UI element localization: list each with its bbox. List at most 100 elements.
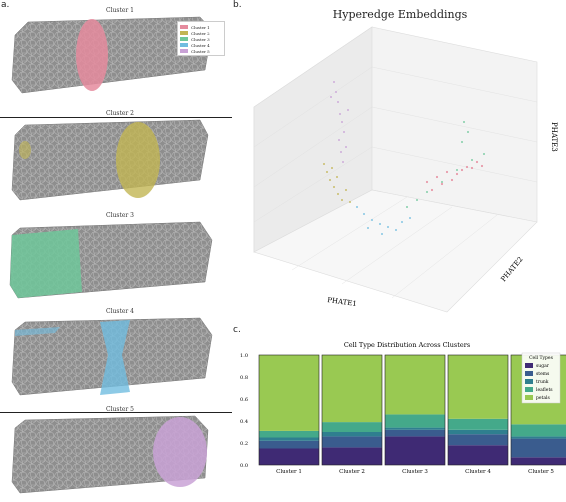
bar-segment-stems <box>511 438 566 458</box>
bar-segment-trunk <box>322 432 382 437</box>
bar-segment-sugar <box>259 448 319 465</box>
embedding-title: Hyperedge Embeddings <box>332 8 468 21</box>
legend-swatch <box>525 379 533 384</box>
cluster-title-3: Cluster 3 <box>105 212 134 219</box>
cluster-legend: Cluster 1 Cluster 2 Cluster 3 Cluster 4 … <box>177 21 225 56</box>
bar-segment-stems <box>448 434 508 446</box>
y-tick-label: 0.8 <box>240 375 248 381</box>
bar-segment-leaflets <box>322 422 382 432</box>
cluster-title-4: Cluster 4 <box>105 308 134 315</box>
legend-item: Cluster 2 <box>180 30 222 36</box>
tissue-panel-1 <box>11 16 213 94</box>
axis-label-phate2: PHATE2 <box>499 255 524 283</box>
legend-item: Cluster 5 <box>180 48 222 54</box>
x-tick-label: Cluster 2 <box>339 469 365 475</box>
legend-swatch <box>180 25 188 29</box>
bar-outline <box>447 354 509 466</box>
bar-segment-petals <box>322 355 382 423</box>
embedding-plot: PHATE1 PHATE2 PHATE3 <box>253 26 558 313</box>
bar-outline <box>258 354 320 466</box>
cluster-region-4 <box>100 320 130 395</box>
cluster-region-1 <box>76 19 108 91</box>
bar-segment-sugar <box>322 447 382 465</box>
x-tick-label: Cluster 5 <box>528 469 554 475</box>
legend-swatch <box>180 31 188 35</box>
legend-label: Cluster 2 <box>191 30 210 36</box>
legend-label: Cluster 3 <box>191 36 210 42</box>
x-tick-label: Cluster 4 <box>465 469 491 475</box>
bar-segment-leaflets <box>259 430 319 438</box>
legend-swatch <box>525 371 533 376</box>
y-tick-label: 0.6 <box>240 397 248 403</box>
legend-swatch <box>180 37 188 41</box>
legend-label: Cluster 5 <box>191 48 210 54</box>
y-tick-label: 1.0 <box>240 353 248 359</box>
cluster-region-2 <box>116 122 160 198</box>
legend-item: Cluster 4 <box>180 42 222 48</box>
bar-segment-stems <box>385 429 445 437</box>
tissue-panel-5 <box>11 415 209 494</box>
legend-swatch <box>525 395 533 400</box>
legend-swatch <box>180 43 188 47</box>
x-axis-labels: Cluster 1 Cluster 2 Cluster 3 Cluster 4 Clus… <box>276 469 554 475</box>
x-tick-label: Cluster 1 <box>276 469 302 475</box>
tissue-panel-4 <box>11 317 213 396</box>
legend-item: Cluster 1 <box>180 24 222 30</box>
bar-segment-petals <box>385 355 445 415</box>
y-tick-label: 0.0 <box>240 463 248 469</box>
legend-title: Cell Types <box>529 355 554 361</box>
legend-label: leaflets <box>536 387 553 393</box>
legend-label: petals <box>536 395 550 401</box>
x-tick-label: Cluster 3 <box>402 469 428 475</box>
y-tick-label: 0.2 <box>240 441 248 447</box>
bar-segment-leaflets <box>448 418 508 430</box>
bar-segment-trunk <box>385 427 445 430</box>
axis-label-phate1: PHATE1 <box>327 296 358 308</box>
bar-segment-stems <box>259 440 319 449</box>
legend-swatch <box>180 49 188 53</box>
bar-outline <box>321 354 383 466</box>
chart-title: Cell Type Distribution Across Clusters <box>344 341 470 349</box>
legend-label: trunk <box>536 379 549 385</box>
cluster-region-5 <box>153 417 207 487</box>
legend-label: Cluster 4 <box>191 42 210 48</box>
embedding-points <box>323 81 485 235</box>
cluster-title-5: Cluster 5 <box>105 406 134 413</box>
y-tick-label: 0.4 <box>240 419 248 425</box>
legend-label: Cluster 1 <box>191 24 210 30</box>
y-axis: 0.0 0.2 0.4 0.6 0.8 1.0 <box>240 353 248 469</box>
legend-label: sugar <box>536 364 550 369</box>
bars <box>258 354 566 466</box>
bar-segment-sugar <box>385 436 445 465</box>
panel-label-c: c. <box>233 325 241 335</box>
bar-segment-sugar <box>511 457 566 465</box>
bar-segment-trunk <box>511 436 566 439</box>
bar-segment-leaflets <box>511 424 566 437</box>
bar-segment-trunk <box>259 437 319 441</box>
bar-legend: Cell Types sugar stems trunk leaflets petals <box>521 352 561 404</box>
bar-segment-leaflets <box>385 414 445 428</box>
legend-box <box>521 352 561 404</box>
tissue-panels <box>9 16 213 494</box>
tissue-panel-2 <box>11 119 209 201</box>
bar-segment-stems <box>322 436 382 448</box>
cluster-title-1: Cluster 1 <box>105 7 134 14</box>
legend-swatch <box>525 363 533 368</box>
legend-swatch <box>525 387 533 392</box>
separator-line <box>0 117 232 118</box>
legend-item: Cluster 3 <box>180 36 222 42</box>
tissue-panel-3 <box>9 221 213 299</box>
separator-line <box>0 412 232 413</box>
axis-label-phate3: PHATE3 <box>550 122 558 152</box>
bar-segment-petals <box>448 355 508 419</box>
cluster-region-3 <box>10 229 82 298</box>
panel-label-b: b. <box>233 0 242 10</box>
bar-outline <box>384 354 446 466</box>
bar-chart: Cell Type Distribution Across Clusters 0… <box>240 341 566 475</box>
bar-segment-petals <box>259 355 319 431</box>
legend-label: stems <box>536 371 550 377</box>
panel-label-a: a. <box>1 0 10 10</box>
bar-segment-sugar <box>448 445 508 465</box>
cluster-title-2: Cluster 2 <box>105 110 134 117</box>
bar-segment-trunk <box>448 429 508 435</box>
